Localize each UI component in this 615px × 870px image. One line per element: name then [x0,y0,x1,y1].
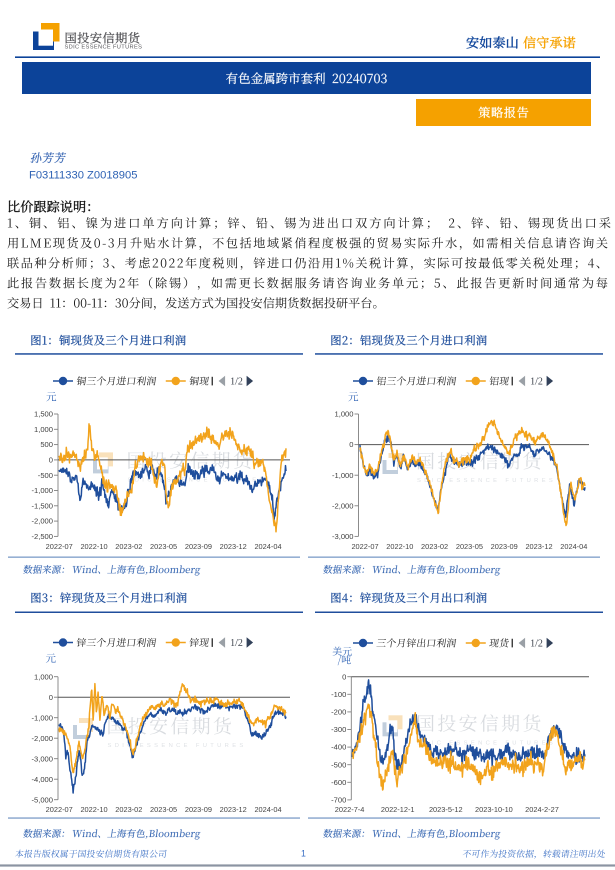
svg-text:1/2: 1/2 [230,377,243,388]
svg-text:2023-12: 2023-12 [525,542,552,551]
svg-text:2023-12: 2023-12 [220,542,247,551]
svg-text:1,000: 1,000 [34,425,53,434]
svg-text:-500: -500 [38,471,53,480]
svg-text:-100: -100 [331,690,346,699]
svg-text:0: 0 [49,456,53,465]
svg-text:2023-09: 2023-09 [491,542,518,551]
svg-text:1/2: 1/2 [530,639,543,650]
svg-text:2022-07: 2022-07 [46,542,73,551]
svg-text:2023-12: 2023-12 [220,805,247,814]
svg-text:2024-04: 2024-04 [254,542,281,551]
svg-text:-4,000: -4,000 [31,775,53,784]
svg-text:2022-07: 2022-07 [46,805,73,814]
svg-text:-200: -200 [331,708,346,717]
svg-text:2022-10: 2022-10 [386,542,413,551]
svg-text:2023-02: 2023-02 [115,805,142,814]
svg-text:1/2: 1/2 [530,377,543,388]
svg-text:0: 0 [349,440,353,449]
svg-text:-2,500: -2,500 [31,532,53,541]
svg-text:-2,000: -2,000 [31,734,53,743]
svg-text:2023-10-10: 2023-10-10 [475,805,513,814]
svg-text:-300: -300 [331,725,346,734]
svg-text:2023-05: 2023-05 [150,542,177,551]
svg-text:0: 0 [342,672,346,681]
svg-text:2023-09: 2023-09 [185,805,212,814]
svg-text:-1,500: -1,500 [31,501,53,510]
svg-text:2023-09: 2023-09 [185,542,212,551]
svg-text:2023-5-12: 2023-5-12 [429,805,463,814]
svg-text:1,000: 1,000 [334,410,353,419]
svg-text:-2,000: -2,000 [332,501,354,510]
svg-text:2022-10: 2022-10 [80,542,107,551]
svg-text:2022-07: 2022-07 [351,542,378,551]
svg-text:2023-02: 2023-02 [421,542,448,551]
svg-text:1,000: 1,000 [34,672,53,681]
svg-text:-500: -500 [331,760,346,769]
svg-text:-1,000: -1,000 [31,713,53,722]
svg-text:-1,000: -1,000 [332,471,354,480]
svg-text:-2,000: -2,000 [31,517,53,526]
svg-text:1,500: 1,500 [34,410,53,419]
svg-text:2023-05: 2023-05 [456,542,483,551]
svg-text:2022-12-1: 2022-12-1 [381,805,415,814]
svg-text:-400: -400 [331,743,346,752]
svg-text:-600: -600 [331,778,346,787]
svg-text:2024-2-27: 2024-2-27 [525,805,559,814]
svg-text:0: 0 [49,693,53,702]
svg-text:-1,000: -1,000 [31,486,53,495]
svg-text:2024-04: 2024-04 [254,805,281,814]
svg-text:-3,000: -3,000 [31,754,53,763]
svg-text:1/2: 1/2 [230,638,243,649]
svg-text:-5,000: -5,000 [31,795,53,804]
svg-text:F03111330 Z0018905: F03111330 Z0018905 [29,170,137,182]
svg-text:-700: -700 [331,796,346,805]
svg-text:2022-10: 2022-10 [80,805,107,814]
svg-text:-3,000: -3,000 [332,532,354,541]
svg-text:2023-02: 2023-02 [115,542,142,551]
svg-text:2023-05: 2023-05 [150,805,177,814]
svg-text:2022-7-4: 2022-7-4 [335,805,365,814]
svg-text:500: 500 [40,440,53,449]
svg-text:SDIC ESSENCE FUTURES: SDIC ESSENCE FUTURES [65,45,143,51]
svg-text:2024-04: 2024-04 [560,542,587,551]
svg-text:1: 1 [301,849,306,859]
